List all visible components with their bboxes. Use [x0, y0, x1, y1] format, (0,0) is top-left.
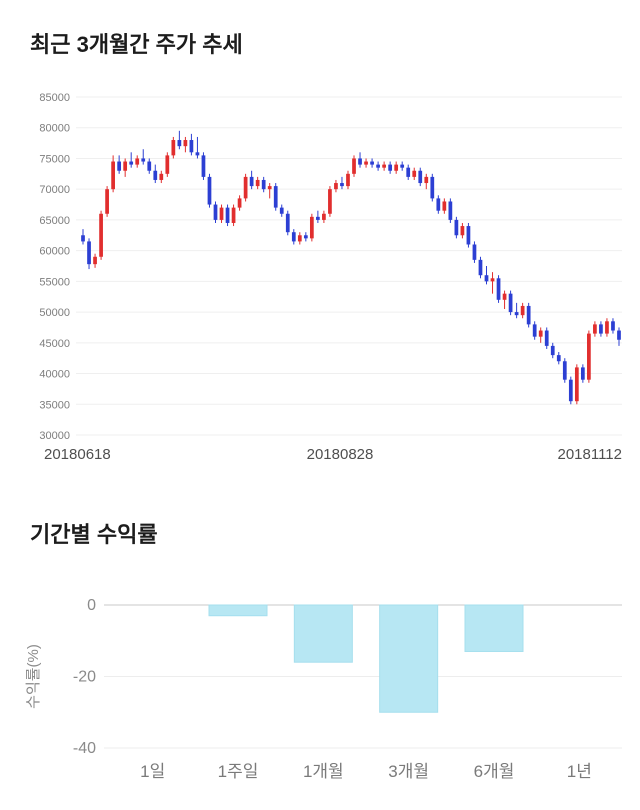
svg-text:50000: 50000 — [39, 307, 70, 319]
svg-text:85000: 85000 — [39, 92, 70, 104]
svg-text:1주일: 1주일 — [218, 762, 259, 781]
svg-text:80000: 80000 — [39, 123, 70, 135]
svg-text:65000: 65000 — [39, 215, 70, 227]
svg-text:30000: 30000 — [39, 430, 70, 442]
svg-text:55000: 55000 — [39, 276, 70, 288]
svg-text:45000: 45000 — [39, 338, 70, 350]
svg-text:0: 0 — [87, 597, 96, 614]
svg-text:40000: 40000 — [39, 369, 70, 381]
svg-text:60000: 60000 — [39, 246, 70, 258]
svg-text:75000: 75000 — [39, 153, 70, 165]
period-returns-title: 기간별 수익률 — [30, 522, 158, 547]
svg-text:1일: 1일 — [140, 762, 165, 781]
svg-text:35000: 35000 — [39, 399, 70, 411]
svg-text:1개월: 1개월 — [303, 762, 344, 781]
svg-text:70000: 70000 — [39, 184, 70, 196]
candlestick-chart: 85000 80000 75000 70000 65000 60000 55000 50000… — [39, 92, 622, 463]
returns-bar-chart: 0 -20 -40 1일 1주일 1개월 3개월 6개월 1년 수익률(%) — [25, 597, 622, 781]
svg-text:20180828: 20180828 — [307, 446, 374, 463]
svg-text:20181112: 20181112 — [557, 446, 622, 463]
svg-text:3개월: 3개월 — [388, 762, 429, 781]
svg-text:6개월: 6개월 — [474, 762, 515, 781]
svg-text:1년: 1년 — [567, 762, 592, 781]
svg-text:20180618: 20180618 — [44, 446, 111, 463]
svg-text:수익률(%): 수익률(%) — [25, 644, 42, 709]
price-trend-title: 최근 3개월간 주가 추세 — [30, 32, 243, 57]
svg-text:-20: -20 — [73, 669, 96, 686]
svg-text:-40: -40 — [73, 740, 96, 757]
